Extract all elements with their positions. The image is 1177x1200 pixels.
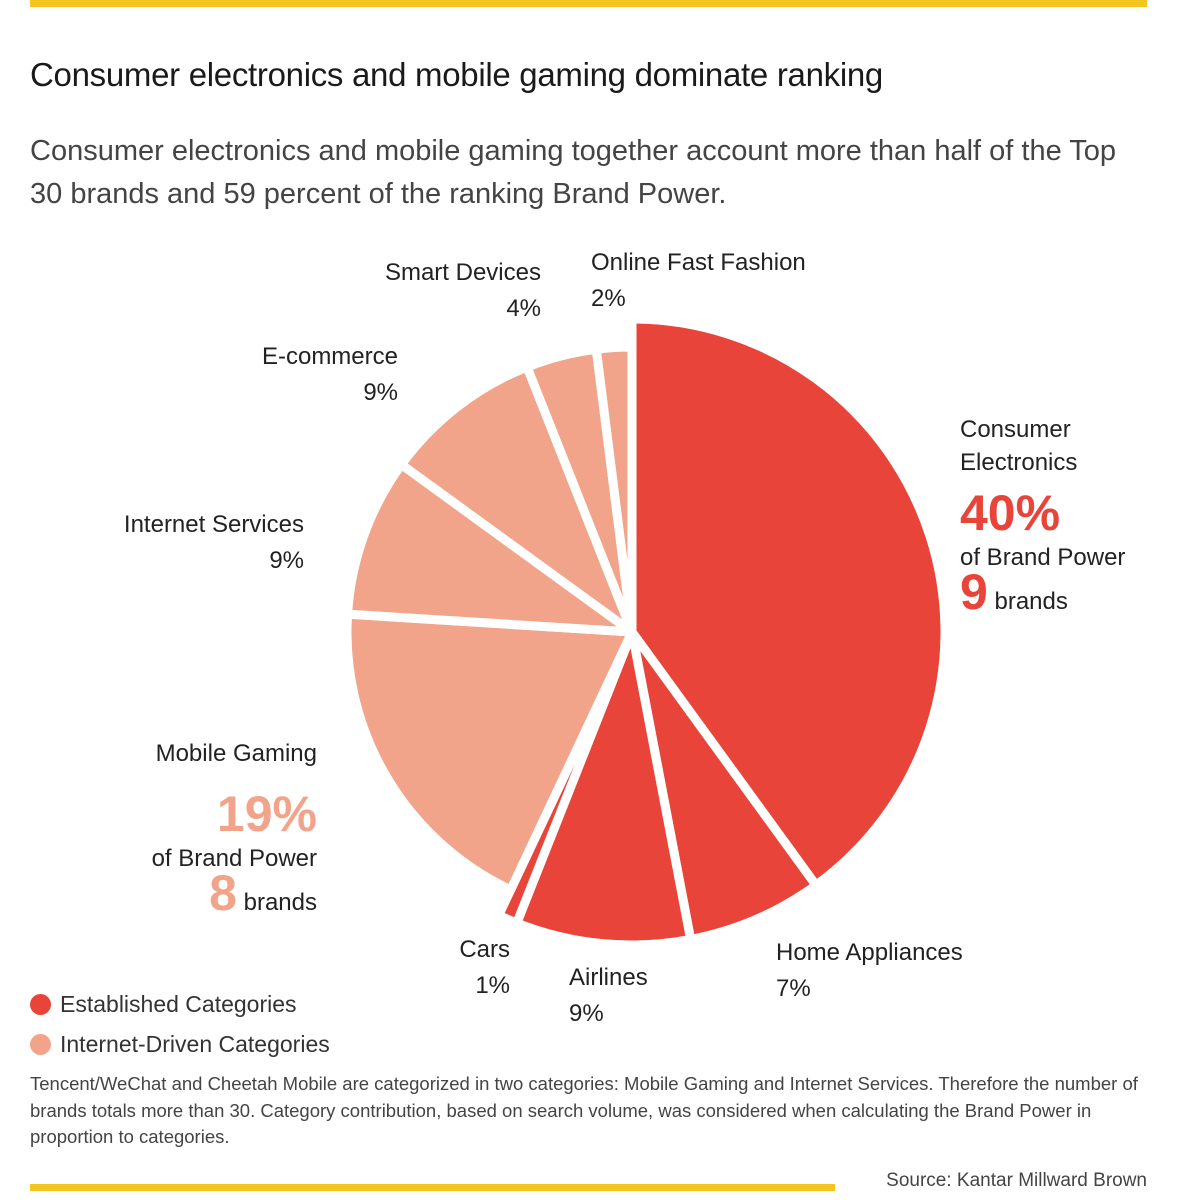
callout-name: Mobile Gaming <box>155 740 317 767</box>
pie-slice-consumer-electronics <box>627 314 950 890</box>
callout-mobile-gaming: Mobile Gaming 19% of Brand Power 8 brand… <box>80 737 317 919</box>
pie-slice-online-fast-fashion <box>591 342 637 637</box>
label-value: 2% <box>591 285 626 312</box>
label-value: 1% <box>475 972 510 999</box>
label-value: 4% <box>506 295 541 322</box>
legend: Established Categories Internet-Driven C… <box>30 984 330 1064</box>
legend-dot-established <box>30 993 51 1015</box>
legend-dot-internet <box>30 1033 51 1055</box>
label-value: 9% <box>269 547 304 574</box>
top-rule <box>30 0 1147 7</box>
footnote: Tencent/WeChat and Cheetah Mobile are ca… <box>30 1073 1138 1147</box>
callout-name-line2: Electronics <box>960 449 1078 476</box>
callout-name-line1: Consumer <box>960 416 1071 443</box>
callout-brand-power: of Brand Power <box>960 544 1126 571</box>
callout-brands-word: brands <box>994 588 1068 615</box>
label-home-appliances: Home Appliances 7% <box>776 935 963 1007</box>
label-name: Online Fast Fashion <box>591 249 806 276</box>
legend-label: Internet-Driven Categories <box>60 1030 330 1057</box>
callout-brand-count: 8 <box>209 865 237 921</box>
label-name: Home Appliances <box>776 939 963 966</box>
callout-brand-power: of Brand Power <box>151 845 317 872</box>
legend-label: Established Categories <box>60 990 297 1017</box>
label-name: E-commerce <box>261 343 398 370</box>
label-smart-devices: Smart Devices 4% <box>340 255 541 327</box>
legend-item-established: Established Categories <box>30 984 330 1024</box>
label-cars: Cars 1% <box>420 932 510 1004</box>
source-credit: Source: Kantar Millward Brown <box>886 1170 1147 1191</box>
label-online-fast-fashion: Online Fast Fashion 2% <box>591 245 806 317</box>
pie-slice-airlines <box>512 627 696 950</box>
label-internet-services: Internet Services 9% <box>60 507 304 579</box>
legend-item-internet: Internet-Driven Categories <box>30 1024 330 1064</box>
pie-slice-mobile-gaming <box>342 609 637 895</box>
label-name: Smart Devices <box>384 259 541 286</box>
callout-percent: 19% <box>216 786 317 842</box>
label-value: 9% <box>569 1000 604 1027</box>
chart-title: Consumer electronics and mobile gaming d… <box>30 56 883 93</box>
label-airlines: Airlines 9% <box>569 960 648 1032</box>
label-value: 9% <box>363 379 398 406</box>
callout-brand-count: 9 <box>960 564 988 620</box>
callout-percent: 40% <box>960 485 1061 541</box>
label-name: Cars <box>459 936 510 963</box>
chart-subtitle: Consumer electronics and mobile gaming t… <box>30 135 1116 210</box>
label-value: 7% <box>776 975 811 1002</box>
label-name: Airlines <box>569 964 648 991</box>
callout-brands-word: brands <box>243 889 317 916</box>
pie-slice-e-commerce <box>396 362 637 637</box>
bottom-rule <box>30 1184 835 1191</box>
pie-slice-internet-services <box>343 459 637 637</box>
callout-consumer-electronics: Consumer Electronics 40% of Brand Power … <box>960 413 1125 618</box>
label-e-commerce: E-commerce 9% <box>200 339 398 411</box>
label-name: Internet Services <box>123 511 304 538</box>
